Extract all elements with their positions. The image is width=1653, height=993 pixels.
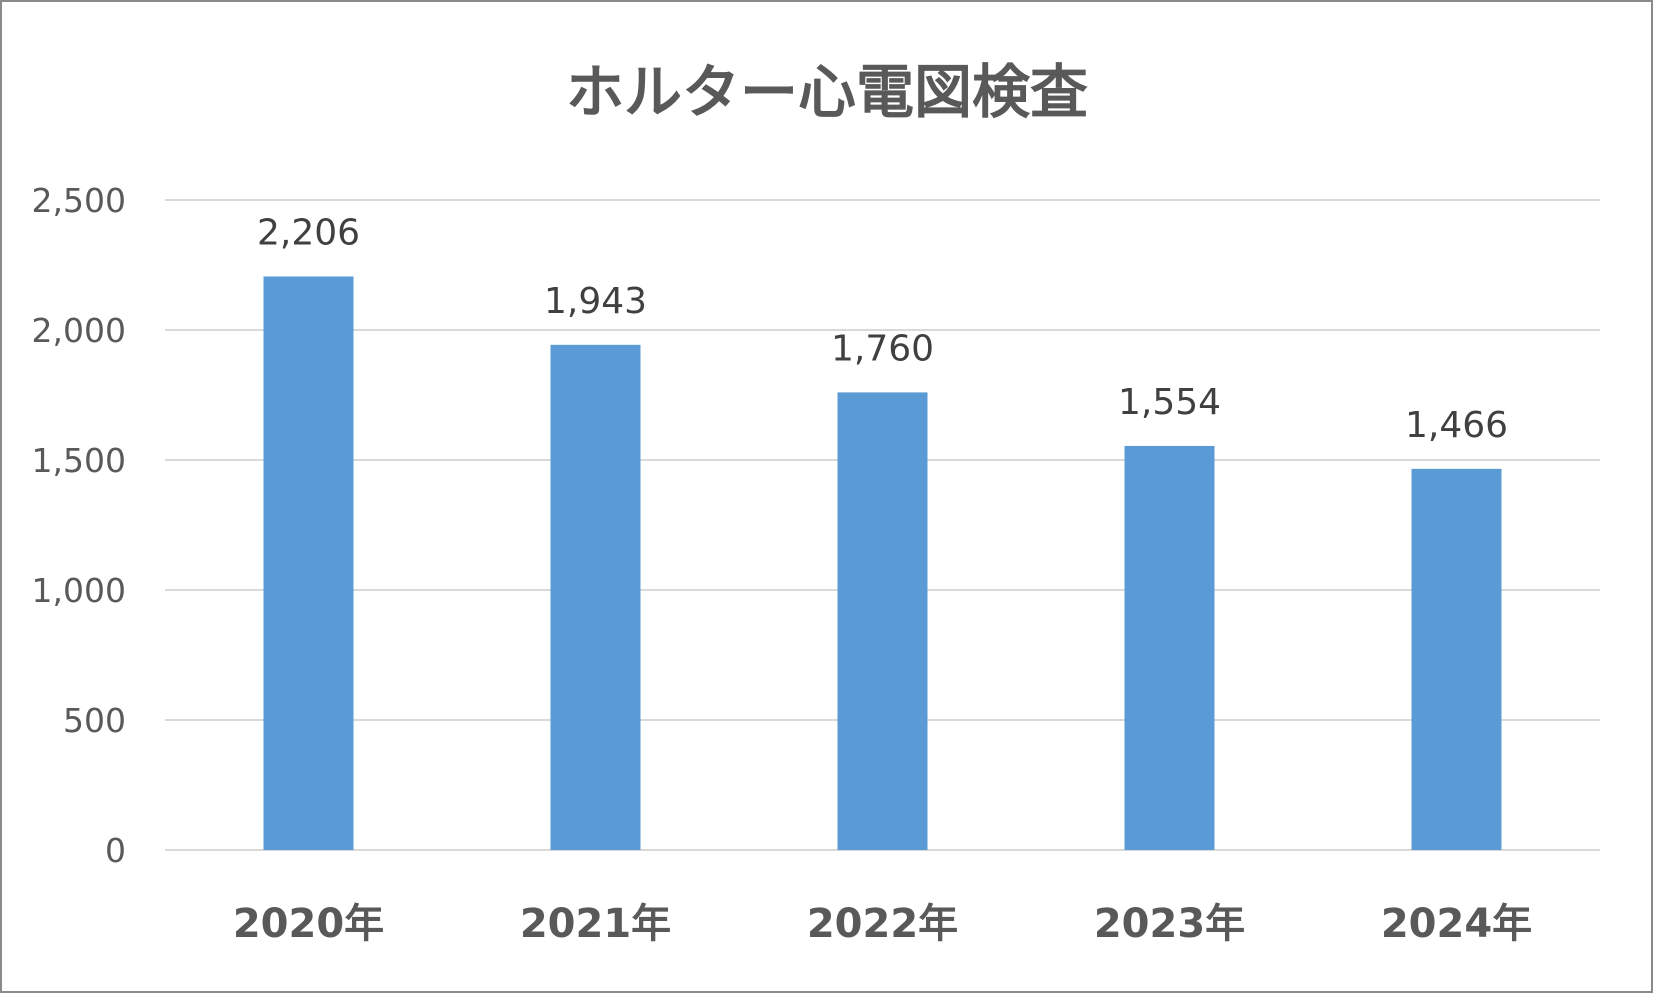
y-tick-label: 0 <box>105 831 126 870</box>
bar <box>550 344 641 850</box>
y-tick-label: 1,500 <box>32 441 126 480</box>
bar <box>1411 468 1502 850</box>
data-label: 1,554 <box>1118 382 1221 423</box>
data-label: 1,760 <box>831 328 934 369</box>
y-tick-label: 2,000 <box>32 311 126 350</box>
data-label: 2,206 <box>257 212 360 253</box>
bar <box>263 276 354 850</box>
y-tick-label: 500 <box>63 701 126 740</box>
y-tick-label: 1,000 <box>32 571 126 610</box>
x-tick-label: 2023年 <box>1094 901 1245 947</box>
y-axis: 0 500 1,000 1,500 2,000 2,500 <box>32 181 126 870</box>
y-tick-label: 2,500 <box>32 181 126 220</box>
bars <box>263 276 1502 850</box>
x-tick-label: 2021年 <box>520 901 671 947</box>
chart-title: ホルター心電図検査 <box>566 58 1088 126</box>
bar <box>1124 445 1215 850</box>
data-label: 1,943 <box>544 281 647 322</box>
data-labels: 2,206 1,943 1,760 1,554 1,466 <box>257 212 1508 445</box>
x-tick-label: 2024年 <box>1381 901 1532 947</box>
bar <box>837 392 928 850</box>
x-axis: 2020年 2021年 2022年 2023年 2024年 <box>233 901 1532 947</box>
data-label: 1,466 <box>1405 405 1508 446</box>
x-tick-label: 2020年 <box>233 901 384 947</box>
x-tick-label: 2022年 <box>807 901 958 947</box>
